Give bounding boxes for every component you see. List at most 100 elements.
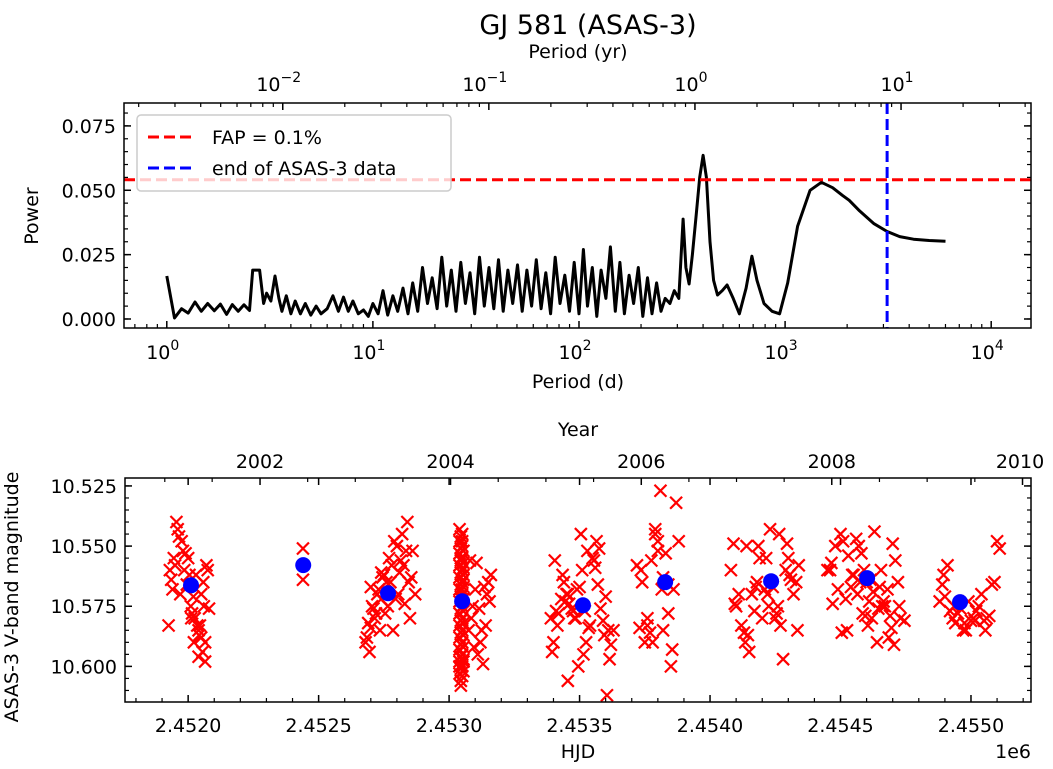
photometry-point [780,536,794,551]
photometry-point [571,659,586,674]
photometry-point [985,577,999,592]
photometry-point [824,556,839,570]
photometry-point [551,606,566,621]
photometry-point [745,587,759,601]
photometry-point [734,618,749,633]
photometry-point [555,568,570,582]
x-tick-label: 2.4540 [677,715,743,737]
legend-end-data-label: end of ASAS-3 data [212,158,396,180]
y-tick-label: 0.050 [62,180,116,202]
photometry-point [378,606,392,621]
photometry-point [374,565,389,580]
hjd-ticks: 2.4520 2.4525 2.4530 2.4535 2.4540 2.4545 2.45… [135,478,1024,737]
year-tick-label: 2004 [426,451,474,473]
photometry-point [726,536,741,551]
photometry-point [862,594,876,609]
photometry-point [761,599,776,614]
x-axis-label-year: Year [557,419,598,441]
photometry-point [738,635,753,650]
year-tick-label: 101 [880,70,913,96]
period-years-ticks: 10−2 10−1 100 101 [138,70,1026,110]
photometry-point [644,553,659,568]
photometry-point [772,527,786,541]
year-tick-label: 10−2 [256,70,301,96]
photometry-point [361,616,375,630]
photometry-point [671,534,686,549]
photometry-point [741,628,755,642]
y-axis-label-magnitude: ASAS-3 V-band magnitude [1,472,23,723]
photometry-point [606,623,621,638]
year-tick-label: 2002 [236,451,284,473]
x-tick-label: 2.4550 [938,715,1004,737]
photometry-point [593,601,608,616]
photometry-point [579,635,593,650]
photometry-point [880,582,895,597]
photometry-point [484,568,498,582]
y-tick-label: 0.025 [62,245,116,267]
photometry-point [456,640,471,654]
x-tick-label: 101 [352,338,385,364]
photometry-point [199,558,214,573]
y-axis-label-power: Power [21,187,43,245]
photometry-point [362,645,377,659]
photometry-point [651,544,665,558]
photometry-point [550,618,565,633]
x-tick-label: 100 [146,338,179,364]
photometry-point [364,580,378,594]
photometry-point [850,587,865,601]
photometry-point [742,645,756,659]
photometry-point [576,647,591,662]
photometry-point [876,594,891,609]
photometry-point [181,551,195,565]
photometry-point [476,657,490,671]
photometry-point [600,688,614,702]
y-tick-label: 10.550 [51,536,117,558]
photometry-point [382,551,396,565]
photometry-point [748,580,763,594]
photometry-point [640,611,655,626]
photometry-point [731,587,746,601]
photometry-point [467,640,481,654]
y-tick-label: 10.600 [51,656,117,678]
photometry-point [866,585,880,599]
year-tick-label: 100 [674,70,707,96]
photometry-point [825,597,840,611]
photometry-point [558,594,572,609]
photometry-point [885,536,900,551]
photometry-point [471,647,485,662]
photometry-point [469,556,484,570]
photometry-point [397,597,412,611]
photometry-point [838,592,853,606]
photometry-point [602,652,617,666]
photometry-point [360,630,374,645]
seasonal-mean-point [295,557,312,574]
seasonal-mean-point [454,593,471,610]
photometry-point [888,553,903,568]
photometry-point [648,522,663,537]
x-tick-label: 104 [971,338,1004,364]
photometry-point [897,613,912,628]
photometry-point [836,534,850,549]
photometry-point [669,496,683,510]
photometry-point [634,563,648,577]
chart-title: GJ 581 (ASAS-3) [479,10,696,41]
y-tick-label: 10.575 [51,596,117,618]
photometry-point [589,534,604,549]
photometry-point [728,597,742,611]
photometry-point [456,654,471,669]
seasonal-mean-point [380,585,397,602]
photometry-point [891,575,905,589]
photometry-point [635,575,649,589]
x-axis-label-period-years: Period (yr) [528,41,627,63]
photometry-point [547,553,562,568]
photometry-point [739,539,754,553]
photometry-point [477,580,492,594]
photometry-point [831,582,845,597]
photometry-point [197,599,211,614]
photometry-point [587,553,601,568]
photometry-point [638,635,652,650]
x-tick-label: 2.4525 [285,715,351,737]
photometry-point [782,568,797,582]
photometry-point [399,544,413,558]
